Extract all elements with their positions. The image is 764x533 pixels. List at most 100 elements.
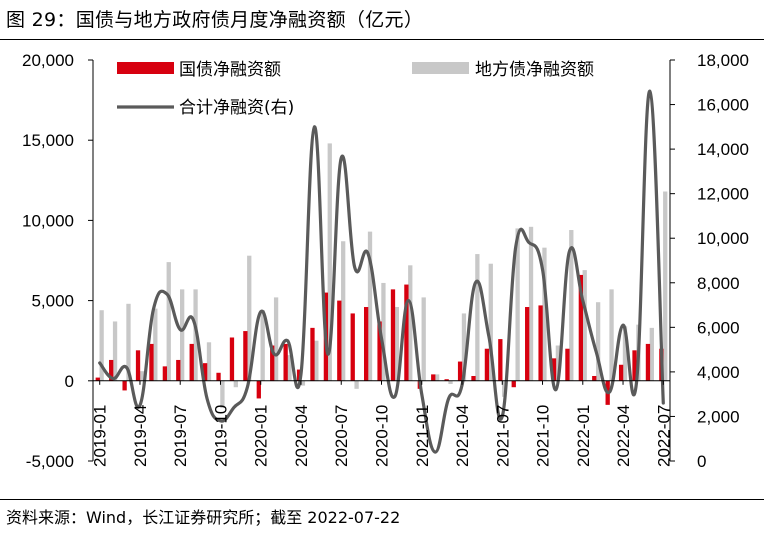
gov-bond-bar (176, 359, 181, 381)
local-bond-bar (220, 380, 225, 409)
local-bond-bar (381, 282, 386, 381)
gov-bond-bar (565, 348, 570, 381)
gov-bond-bar (337, 300, 342, 381)
local-bond-bar (609, 289, 614, 381)
local-bond-bar (569, 230, 574, 381)
x-tick-label: 2019-07 (171, 405, 190, 467)
right-tick-label: 12,000 (697, 185, 749, 204)
local-bond-bar (663, 191, 668, 381)
local-bond-bar (448, 380, 453, 385)
gov-bond-bar (364, 307, 369, 381)
local-bond-bar (139, 371, 145, 381)
x-tick-label: 2022-04 (614, 405, 633, 467)
local-bond-bar (112, 321, 118, 381)
gov-bond-bar (202, 363, 208, 381)
local-bond-bar (233, 380, 238, 388)
gov-bond-bar (404, 284, 409, 381)
source-note: 资料来源：Wind，长江证券研究所；截至 2022-07-22 (6, 508, 401, 527)
right-tick-label: 6,000 (697, 318, 740, 337)
gov-bond-bar (229, 337, 235, 381)
legend-label-gov: 国债净融资额 (179, 60, 281, 80)
gov-bond-bar (457, 361, 463, 381)
local-bond-bar (367, 231, 373, 381)
gov-bond-bar (122, 380, 127, 391)
x-tick-label: 2021-10 (534, 405, 553, 467)
local-bond-bar (434, 374, 440, 381)
gov-bond-bar (256, 380, 261, 399)
figure-title: 图 29：国债与地方政府债月度净融资额（亿元） (6, 9, 424, 31)
local-bond-bar (247, 255, 252, 381)
gov-bond-bar (350, 313, 355, 381)
gov-bond-bar (592, 375, 597, 381)
gov-bond-bar (149, 343, 154, 381)
right-tick-label: 0 (697, 452, 706, 471)
x-tick-label: 2020-07 (332, 405, 351, 467)
axes: -5,000 0 5,000 10,000 15,000 20,000 0 2,000 4,00… (22, 51, 749, 471)
gov-bond-bar (431, 374, 436, 381)
right-tick-label: 18,000 (697, 51, 749, 70)
gov-bond-bar (135, 350, 141, 381)
local-bond-bar (582, 270, 587, 381)
gov-bond-bar (618, 364, 624, 381)
x-tick-label: 2020-01 (252, 405, 271, 467)
local-bond-bar (649, 327, 654, 381)
gov-bond-bar (525, 307, 530, 381)
local-bond-bar (180, 289, 185, 381)
local-bond-bar (260, 310, 265, 381)
left-tick-label: 10,000 (22, 211, 74, 230)
x-tick-label: 2021-01 (413, 405, 432, 467)
gov-bond-bar (189, 343, 194, 381)
gov-bond-bar (296, 369, 302, 381)
local-bond-bar (595, 302, 601, 381)
left-tick-label: 20,000 (22, 51, 74, 70)
local-bond-bar (515, 228, 520, 381)
gov-bond-bar (471, 375, 476, 381)
gov-bond-bar (283, 343, 288, 381)
legend-swatch-local (412, 62, 469, 74)
local-bond-bar (475, 254, 480, 381)
gov-bond-bar (511, 380, 516, 388)
x-tick-label: 2021-04 (453, 405, 472, 467)
local-bond-bar (314, 340, 319, 381)
right-tick-label: 10,000 (697, 229, 749, 248)
local-bond-bar (341, 241, 346, 381)
local-bond-bar (287, 355, 292, 381)
gov-bond-bar (484, 348, 490, 381)
local-bond-bar (99, 310, 104, 381)
gov-bond-bar (95, 377, 100, 381)
title-divider (0, 39, 764, 40)
legend-swatch-gov (117, 62, 174, 74)
gov-bond-bar (538, 305, 543, 381)
source-divider (0, 499, 764, 500)
x-tick-label: 2019-10 (211, 405, 230, 467)
x-tick-label: 2021-07 (493, 405, 512, 467)
local-bond-bar (622, 326, 628, 381)
gov-bond-bar (390, 289, 396, 381)
legend-label-local: 地方债净融资额 (475, 60, 594, 80)
gov-bond-bar (243, 331, 248, 381)
x-tick-label: 2020-10 (373, 405, 392, 467)
total-line-layer (98, 89, 665, 454)
gov-bond-bar (444, 379, 449, 381)
x-tick-label: 2022-01 (574, 405, 593, 467)
left-tick-label: 5,000 (31, 292, 74, 311)
left-tick-label: 0 (65, 372, 74, 391)
right-tick-label: 8,000 (697, 274, 740, 293)
local-bond-bar (408, 265, 413, 381)
local-bond-bar (542, 247, 547, 381)
gov-bond-bar (377, 321, 382, 381)
local-bond-bar (354, 380, 359, 389)
local-bond-bar (461, 313, 467, 381)
gov-bond-bar (270, 345, 275, 381)
total-financing-line (98, 89, 665, 454)
right-tick-label: 14,000 (697, 140, 749, 159)
right-tick-label: 4,000 (697, 363, 740, 382)
local-bond-bar (421, 297, 426, 381)
gov-bond-bar (216, 372, 221, 381)
x-tick-label: 2019-01 (91, 405, 110, 467)
legend-label-total: 合计净融资(右) (179, 98, 294, 118)
local-bond-bar (166, 262, 171, 381)
right-tick-label: 2,000 (697, 407, 740, 426)
